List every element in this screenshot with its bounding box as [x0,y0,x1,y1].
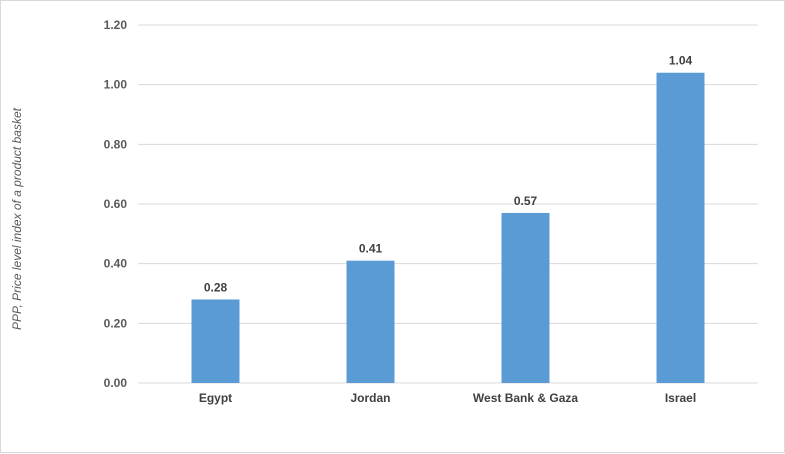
category-label: West Bank & Gaza [473,391,578,405]
data-label: 0.41 [359,242,383,256]
y-tick-label: 1.20 [104,18,128,32]
y-tick-label: 0.80 [104,137,128,151]
x-axis-categories: Egypt Jordan West Bank & Gaza Israel [199,391,696,405]
data-label: 0.57 [514,194,538,208]
category-label: Egypt [199,391,232,405]
bar [346,260,395,383]
category-label: Israel [665,391,696,405]
bar [191,299,240,383]
bar [501,212,550,383]
y-tick-label: 0.40 [104,257,128,271]
gridlines [138,24,758,384]
y-tick-label: 0.20 [104,316,128,330]
bar [656,72,705,383]
data-label: 1.04 [669,54,693,68]
data-labels: 0.28 0.41 0.57 1.04 [204,54,693,295]
bars [191,72,705,383]
y-tick-label: 0.00 [104,376,128,390]
category-label: Jordan [350,391,390,405]
y-tick-label: 0.60 [104,197,128,211]
y-axis-title: PPP, Price level index of a product bask… [10,107,24,330]
y-tick-label: 1.00 [104,78,128,92]
data-label: 0.28 [204,280,228,294]
y-axis-ticks: 0.00 0.20 0.40 0.60 0.80 1.00 1.20 [104,18,128,390]
